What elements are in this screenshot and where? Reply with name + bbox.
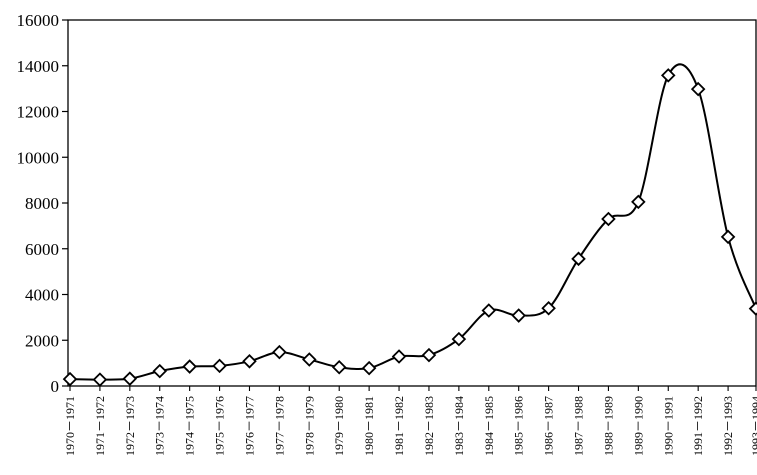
x-tick-label: 1975－1976 xyxy=(213,396,227,456)
x-tick-label: 1986－1987 xyxy=(542,396,556,456)
data-point-marker xyxy=(122,371,138,386)
y-tick-label: 4000 xyxy=(25,286,59,305)
y-tick-label: 16000 xyxy=(17,11,60,30)
x-tick-label: 1990－1991 xyxy=(661,396,675,456)
x-tick-label: 1974－1975 xyxy=(183,396,197,456)
y-tick-label: 12000 xyxy=(17,103,60,122)
x-tick-label: 1991－1992 xyxy=(691,396,705,456)
data-point-marker xyxy=(571,251,586,267)
data-point-marker xyxy=(601,211,616,227)
x-tick-label: 1987－1988 xyxy=(572,396,586,456)
data-point-marker xyxy=(421,347,437,363)
series-line xyxy=(69,63,757,381)
data-point-marker xyxy=(391,349,407,364)
data-point-marker xyxy=(272,344,287,360)
y-tick-label: 10000 xyxy=(17,148,60,167)
x-tick-label: 1973－1974 xyxy=(153,396,167,456)
x-tick-label: 1977－1978 xyxy=(272,396,286,456)
data-point-marker xyxy=(690,81,706,97)
x-tick-label: 1989－1990 xyxy=(631,396,645,456)
x-tick-label: 1993－1994 xyxy=(749,396,757,456)
data-point-marker xyxy=(152,363,168,379)
data-point-marker xyxy=(481,303,497,318)
x-tick-label: 1983－1984 xyxy=(452,396,466,456)
y-tick-label: 2000 xyxy=(25,331,59,350)
data-point-marker xyxy=(451,331,467,347)
data-point-marker xyxy=(511,308,526,323)
x-tick-label: 1984－1985 xyxy=(482,396,496,456)
data-point-marker xyxy=(660,68,676,83)
x-tick-label: 1978－1979 xyxy=(302,396,316,456)
plot-frame xyxy=(67,19,757,387)
series-line-group xyxy=(62,63,757,387)
x-tick-label: 1985－1986 xyxy=(512,396,526,456)
data-point-marker xyxy=(302,352,317,367)
x-tick-label: 1980－1981 xyxy=(362,396,376,456)
data-point-marker xyxy=(541,300,556,316)
data-point-marker xyxy=(242,354,257,369)
data-point-marker xyxy=(361,360,377,376)
y-axis: 0 2000 4000 6000 8000 10000 12000 14000 16000 xyxy=(17,11,757,396)
x-tick-label: 1976－1977 xyxy=(242,396,256,456)
x-tick-label: 1979－1980 xyxy=(332,396,346,456)
x-axis: 1970－1971 1971－1972 1972－1973 1973－1974 1974… xyxy=(63,386,757,456)
y-tick-label: 0 xyxy=(51,377,60,396)
x-tick-label: 1988－1989 xyxy=(601,396,615,456)
x-tick-label: 1972－1973 xyxy=(123,396,137,456)
data-point-marker xyxy=(631,194,646,210)
data-point-marker xyxy=(62,371,78,387)
x-tick-label: 1971－1972 xyxy=(93,396,107,456)
y-tick-label: 14000 xyxy=(17,57,60,76)
data-point-marker xyxy=(720,229,736,245)
y-tick-label: 6000 xyxy=(25,240,59,259)
y-tick-label: 8000 xyxy=(25,194,59,213)
data-point-marker xyxy=(182,359,197,374)
x-tick-label: 1982－1983 xyxy=(422,396,436,456)
data-point-marker xyxy=(331,359,347,375)
x-tick-label: 1992－1993 xyxy=(721,396,735,456)
data-point-marker xyxy=(212,358,227,374)
data-point-marker xyxy=(748,301,757,316)
x-tick-label: 1981－1982 xyxy=(392,396,406,456)
x-tick-label: 1970－1971 xyxy=(63,396,77,456)
data-point-marker xyxy=(92,372,108,387)
